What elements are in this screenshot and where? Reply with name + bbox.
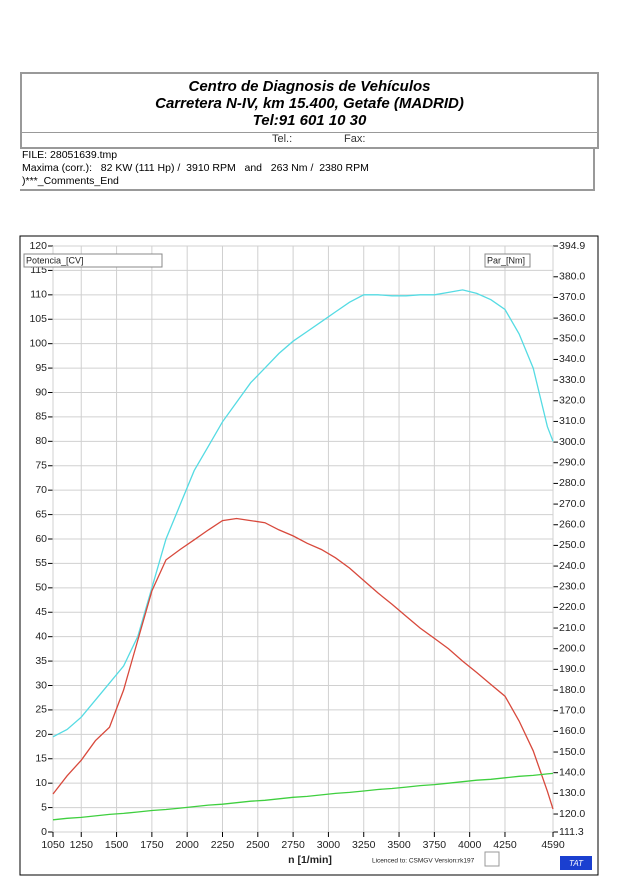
y-tick-label: 15 bbox=[35, 753, 47, 765]
series-line bbox=[52, 517, 554, 810]
y-tick-label: 0 bbox=[41, 826, 47, 838]
series-line bbox=[52, 772, 554, 821]
header: Centro de Diagnosis de Vehículos Carrete… bbox=[20, 72, 599, 133]
y2-tick-label: 340.0 bbox=[559, 353, 585, 365]
y2-tick-label: 170.0 bbox=[559, 704, 585, 716]
x-tick-label: 1500 bbox=[105, 839, 129, 851]
series-line bbox=[52, 289, 554, 738]
fax: Fax: bbox=[344, 133, 366, 145]
y2-tick-label: 210.0 bbox=[559, 622, 585, 634]
x-tick-label: 2750 bbox=[281, 839, 305, 851]
badge-text: TAT bbox=[569, 859, 584, 868]
y-tick-label: 30 bbox=[35, 679, 47, 691]
y2-tick-label: 330.0 bbox=[559, 374, 585, 386]
y2-tick-label: 300.0 bbox=[559, 436, 585, 448]
y2-tick-label: 240.0 bbox=[559, 560, 585, 572]
y-tick-label: 95 bbox=[35, 362, 47, 374]
y-tick-label: 70 bbox=[35, 484, 47, 496]
legend-box bbox=[23, 253, 163, 268]
y-tick-label: 5 bbox=[41, 801, 47, 813]
contact-row: Tel.: Fax: bbox=[20, 131, 599, 149]
x-tick-label: 3000 bbox=[317, 839, 341, 851]
license: Licenced to: CSMGV Version:rk197 bbox=[372, 858, 475, 865]
y-tick-label: 45 bbox=[35, 606, 47, 618]
y2-tick-label: 230.0 bbox=[559, 581, 585, 593]
y-tick-label: 40 bbox=[35, 630, 47, 642]
y2-tick-label: 111.3 bbox=[559, 826, 584, 838]
x-tick-label: 4590 bbox=[541, 839, 565, 851]
y-tick-label: 60 bbox=[35, 533, 47, 545]
y2-tick-label: 180.0 bbox=[559, 684, 585, 696]
header-line: Centro de Diagnosis de Vehículos bbox=[188, 78, 431, 95]
y2-tick-label: 150.0 bbox=[559, 746, 585, 758]
y2-tick-label: 350.0 bbox=[559, 333, 585, 345]
y-tick-label: 90 bbox=[35, 386, 47, 398]
x-tick-label: 2500 bbox=[246, 839, 270, 851]
header-line: Tel:91 601 10 30 bbox=[252, 112, 367, 129]
y2-tick-label: 260.0 bbox=[559, 519, 585, 531]
y2-tick-label: 190.0 bbox=[559, 663, 585, 675]
y2-tick-label: 160.0 bbox=[559, 725, 585, 737]
y-tick-label: 105 bbox=[29, 313, 47, 325]
y2-tick-label: 394.9 bbox=[559, 240, 585, 252]
x-tick-label: 4000 bbox=[458, 839, 482, 851]
y-tick-label: 120 bbox=[29, 240, 47, 252]
y2-tick-label: 200.0 bbox=[559, 643, 585, 655]
y2-tick-label: 130.0 bbox=[559, 787, 585, 799]
y-tick-label: 75 bbox=[35, 460, 47, 472]
y-tick-label: 20 bbox=[35, 728, 47, 740]
y-tick-label: 80 bbox=[35, 435, 47, 447]
y2-tick-label: 270.0 bbox=[559, 498, 585, 510]
y-tick-label: 55 bbox=[35, 557, 47, 569]
tel: Tel.: bbox=[272, 133, 293, 145]
y2-tick-label: 140.0 bbox=[559, 766, 585, 778]
y2-tick-label: 360.0 bbox=[559, 312, 585, 324]
y2-tick-label: 370.0 bbox=[559, 291, 585, 303]
y-tick-label: 35 bbox=[35, 655, 47, 667]
x-tick-label: 2250 bbox=[211, 839, 235, 851]
x-tick-label: 1250 bbox=[70, 839, 94, 851]
y2-tick-label: 120.0 bbox=[559, 808, 585, 820]
y-tick-label: 110 bbox=[30, 289, 47, 301]
icon-box bbox=[484, 851, 500, 867]
header-line: Carretera N-IV, km 15.400, Getafe (MADRI… bbox=[155, 95, 464, 112]
y-tick-label: 10 bbox=[35, 777, 47, 789]
info-box: FILE: 28051639.tmp Maxima (corr.): 82 KW… bbox=[20, 149, 595, 191]
x-tick-label: 1050 bbox=[41, 839, 65, 851]
y2-tick-label: 220.0 bbox=[559, 601, 585, 613]
x-tick-label: 3750 bbox=[423, 839, 447, 851]
y2-tick-label: 250.0 bbox=[559, 539, 585, 551]
x-tick-label: 3250 bbox=[352, 839, 376, 851]
info-line: )***_Comments_End bbox=[22, 175, 119, 187]
legend-label: Potencia_[CV] bbox=[26, 255, 84, 265]
x-tick-label: 3500 bbox=[387, 839, 411, 851]
badge bbox=[560, 856, 592, 870]
y2-tick-label: 290.0 bbox=[559, 457, 585, 469]
y-tick-label: 50 bbox=[35, 582, 47, 594]
y2-tick-label: 320.0 bbox=[559, 395, 585, 407]
y-tick-label: 25 bbox=[35, 704, 47, 716]
legend-box bbox=[484, 253, 531, 268]
y2-tick-label: 380.0 bbox=[559, 271, 585, 283]
info-line: Maxima (corr.): 82 KW (111 Hp) / 3910 RP… bbox=[22, 162, 369, 174]
legend-label: Par_[Nm] bbox=[487, 255, 525, 265]
y2-tick-label: 310.0 bbox=[559, 415, 585, 427]
x-axis-label: n [1/min] bbox=[288, 854, 332, 866]
x-tick-label: 4250 bbox=[493, 839, 517, 851]
y-tick-label: 65 bbox=[35, 508, 47, 520]
y-tick-label: 85 bbox=[35, 411, 47, 423]
x-tick-label: 2000 bbox=[176, 839, 200, 851]
info-line: FILE: 28051639.tmp bbox=[22, 149, 118, 161]
y-tick-label: 100 bbox=[29, 337, 47, 349]
x-tick-label: 1750 bbox=[140, 839, 164, 851]
chart-frame bbox=[19, 235, 599, 876]
y2-tick-label: 280.0 bbox=[559, 477, 585, 489]
